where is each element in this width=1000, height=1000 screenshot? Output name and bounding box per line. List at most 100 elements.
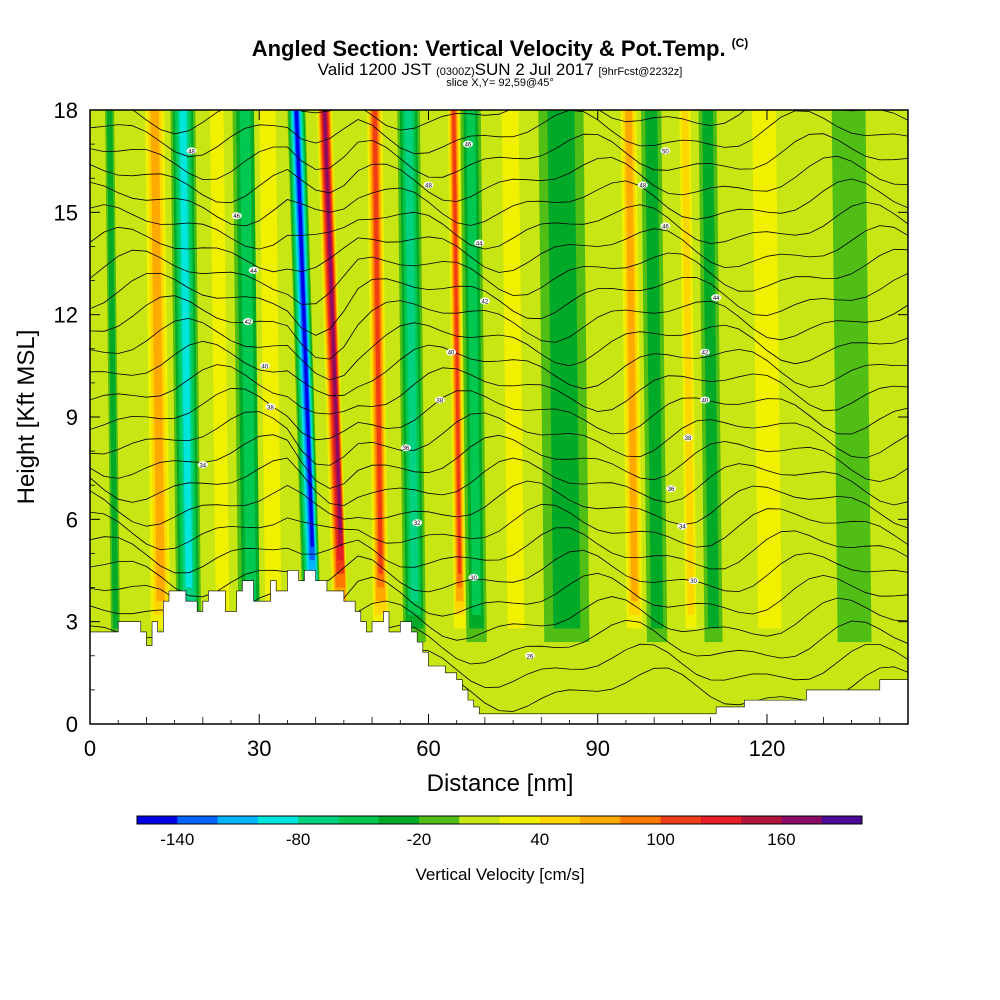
velocity-band (404, 110, 419, 602)
isentrope-label: 34 (679, 525, 686, 531)
isentrope-line (132, 110, 908, 135)
x-tick-label: 30 (247, 736, 271, 761)
isentrope-line (90, 155, 908, 204)
colorbar-tick-label: -80 (286, 830, 311, 849)
isentrope-label-bg (474, 239, 485, 247)
isentrope-label-bg (525, 652, 536, 660)
velocity-band (294, 110, 314, 547)
isentrope-line (90, 411, 908, 466)
velocity-band (547, 110, 581, 629)
colorbar-swatch (539, 816, 581, 824)
isentrope-line (90, 133, 908, 181)
colorbar-tick-label: 160 (767, 830, 795, 849)
colorbar-swatch (781, 816, 823, 824)
velocity-column-6 (287, 110, 322, 643)
isentrope-label-bg (259, 362, 270, 370)
isentrope-line (90, 248, 908, 305)
colorbar-swatch (620, 816, 662, 824)
velocity-column-9 (397, 110, 426, 643)
chart-title: Angled Section: Vertical Velocity & Pot.… (0, 36, 1000, 62)
velocity-band (625, 110, 638, 602)
isentrope-label: 36 (668, 487, 675, 493)
y-tick-label: 9 (66, 405, 78, 430)
isentrope-label-bg (699, 396, 710, 404)
isentrope-label: 30 (470, 576, 477, 582)
isentrope-line (90, 364, 908, 415)
colorbar-tick-label: -140 (160, 830, 194, 849)
isentrope-label: 30 (690, 579, 697, 585)
isentrope-label-bg (688, 577, 699, 585)
isentrope-label: 44 (250, 269, 257, 275)
colorbar-swatch (257, 816, 299, 824)
colorbar-tick-label: 40 (530, 830, 549, 849)
velocity-column-15 (640, 110, 668, 643)
colorbar-swatch (177, 816, 219, 824)
isentrope-label-bg (462, 140, 473, 148)
chart-subtitle: Valid 1200 JST (0300Z)SUN 2 Jul 2017 [9h… (0, 60, 1000, 80)
velocity-band (831, 110, 872, 643)
colorbar-swatch (660, 816, 702, 824)
colorbar-swatch (378, 816, 420, 824)
isentrope-line (90, 295, 908, 360)
velocity-band (681, 110, 695, 615)
x-tick-label: 60 (416, 736, 440, 761)
x-tick-label: 90 (585, 736, 609, 761)
colorbar-swatch (700, 816, 742, 824)
isentrope-label: 40 (448, 351, 455, 357)
isentrope-line (90, 178, 908, 227)
colorbar-swatch (821, 816, 863, 824)
velocity-band (106, 110, 119, 629)
velocity-band (501, 110, 525, 629)
y-tick-label: 12 (54, 303, 78, 328)
chart-title-text: Angled Section: Vertical Velocity & Pot.… (251, 36, 726, 61)
isentrope-label: 42 (702, 351, 709, 357)
x-tick-label: 0 (84, 736, 96, 761)
isentrope-label-bg (412, 519, 423, 527)
isentrope-label-bg (666, 485, 677, 493)
colorbar-swatch (499, 816, 541, 824)
isentrope-line (90, 317, 908, 381)
isentrope-line (90, 225, 908, 273)
velocity-column-3 (205, 110, 235, 643)
colorbar-swatch (459, 816, 500, 824)
velocity-column-16 (677, 110, 699, 643)
terrain-profile (90, 570, 908, 724)
isentrope-label-bg (186, 147, 197, 155)
isentrope-label-bg (197, 461, 208, 469)
isentrope-label: 26 (527, 654, 534, 660)
isentrope-label: 32 (414, 521, 421, 527)
isentrope-label-bg (400, 444, 411, 452)
isentrope-label: 46 (233, 214, 240, 220)
isentrope-label-bg (434, 396, 445, 404)
y-tick-label: 15 (54, 200, 78, 225)
y-tick-label: 3 (66, 610, 78, 635)
isentrope-label-bg (242, 317, 253, 325)
isentrope-line (90, 527, 908, 574)
isentrope-label-bg (446, 348, 457, 356)
valid-date: SUN 2 Jul 2017 (474, 60, 594, 79)
colorbar-swatch (338, 816, 380, 824)
colorbar-swatch (298, 816, 339, 824)
isentrope-label-bg (479, 297, 490, 305)
velocity-band (702, 110, 719, 629)
isentrope-line (90, 340, 908, 397)
isentrope-label: 44 (476, 242, 483, 248)
isentrope-label: 46 (465, 143, 472, 149)
isentrope-label-bg (682, 433, 693, 441)
velocity-band (259, 110, 282, 629)
y-axis-label: Height [Kft MSL] (13, 330, 40, 505)
isentrope-label-bg (699, 348, 710, 356)
x-tick-label: 120 (749, 736, 786, 761)
isentrope-label-bg (231, 212, 242, 220)
isentrope-line (90, 387, 908, 441)
isentrope-label: 48 (425, 184, 432, 190)
isentrope-labels: 48 46 44 42 40 38 34 46 48 44 42 40 38 36 32 30 26 50 48 46… (186, 140, 722, 660)
isentrope-label-bg (660, 222, 671, 230)
isentrope-label: 42 (482, 300, 489, 306)
velocity-band (209, 110, 230, 629)
valid-time-utc: (0300Z) (436, 66, 475, 78)
terrain (90, 570, 908, 724)
isentrope-line (90, 480, 908, 529)
